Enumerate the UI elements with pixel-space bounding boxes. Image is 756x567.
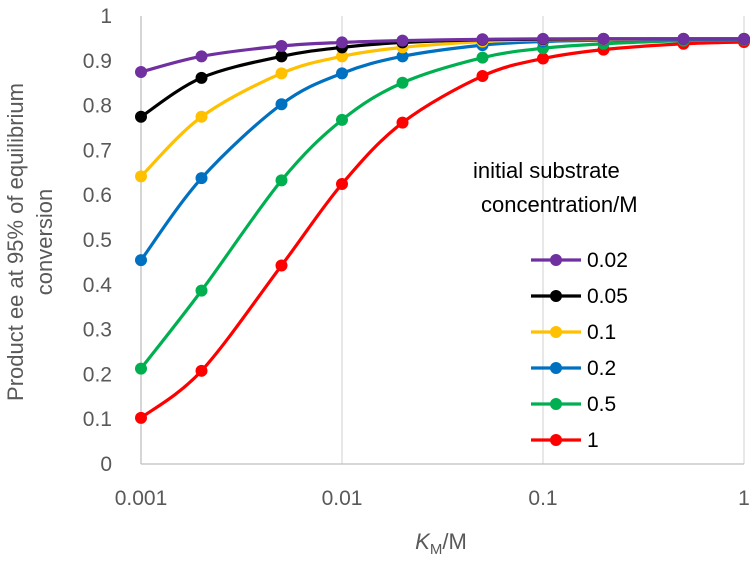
y-tick-label: 0 (100, 453, 112, 476)
series-line-0.2 (139, 37, 745, 262)
data-point (396, 116, 409, 129)
data-point (476, 51, 489, 64)
x-axis-title: KM/M (415, 529, 467, 558)
y-tick-label: 0.1 (83, 408, 112, 431)
data-point (135, 110, 147, 123)
legend-label: 0.05 (587, 285, 628, 308)
data-point (195, 71, 208, 84)
x-axis-title-subscript: M (430, 541, 443, 558)
legend-title-line-1: initial substrate (473, 158, 620, 183)
data-point (336, 50, 348, 63)
data-point (597, 32, 610, 45)
legend-label: 0.1 (587, 321, 616, 344)
data-point (336, 36, 348, 49)
series-1 (135, 35, 750, 424)
legend-label: 0.2 (587, 357, 616, 380)
legend-item-0.2: 0.2 (531, 357, 616, 380)
data-point (135, 411, 147, 424)
y-tick-label: 0.6 (83, 184, 112, 207)
series-line-0.02 (140, 37, 744, 74)
series-0.5 (135, 33, 750, 375)
y-tick-label: 0.7 (83, 139, 112, 162)
data-point (476, 33, 489, 46)
series-0.02 (135, 32, 750, 78)
data-point (275, 98, 288, 111)
data-point (195, 172, 208, 185)
data-series (135, 32, 750, 424)
gridlines (341, 16, 745, 464)
data-point (135, 66, 147, 78)
series-line-0.5 (139, 38, 745, 370)
data-point (476, 70, 489, 83)
legend-title-line-2: concentration/M (481, 192, 638, 217)
data-point (275, 259, 288, 272)
axes (140, 16, 744, 465)
y-tick-label: 1 (100, 5, 112, 28)
x-tick-label: 0.01 (322, 487, 363, 510)
legend-swatch-marker (550, 398, 562, 410)
legend: initial substrate concentration/M 0.020.… (473, 158, 638, 452)
data-point (135, 254, 147, 267)
legend-label: 0.5 (587, 393, 616, 416)
x-axis-title-unit: /M (442, 529, 466, 554)
data-point (537, 52, 549, 65)
y-axis-title-line-1: Product ee at 95% of equilibrium (3, 83, 28, 401)
y-tick-label: 0.2 (83, 363, 112, 386)
data-point (195, 50, 208, 63)
data-point (135, 362, 147, 375)
data-point (275, 67, 288, 80)
data-point (275, 40, 288, 53)
series-line-0.1 (139, 37, 745, 178)
legend-item-0.02: 0.02 (531, 249, 628, 272)
data-point (336, 113, 348, 126)
data-point (195, 284, 208, 297)
y-tick-label: 0.3 (83, 319, 112, 342)
y-tick-label: 0.8 (83, 95, 112, 118)
y-tick-label: 0.5 (83, 229, 112, 252)
legend-swatch-marker (550, 290, 562, 302)
legend-item-0.5: 0.5 (531, 393, 616, 416)
data-point (275, 50, 288, 63)
legend-swatch-marker (550, 254, 562, 266)
legend-item-0.05: 0.05 (531, 285, 628, 308)
data-point (275, 174, 288, 187)
y-tick-label: 0.9 (83, 50, 112, 73)
y-tick-labels: 0 0.1 0.2 0.3 0.4 0.5 0.6 0.7 0.8 0.9 1 (83, 5, 113, 476)
legend-swatch-marker (550, 326, 562, 338)
legend-label: 1 (587, 429, 599, 452)
data-point (396, 34, 409, 47)
data-point (195, 364, 208, 377)
data-point (135, 170, 147, 183)
data-point (537, 32, 549, 45)
legend-swatch-marker (550, 362, 562, 374)
legend-item-1: 1 (531, 429, 599, 452)
data-point (677, 32, 690, 45)
x-tick-label: 0.1 (528, 487, 557, 510)
data-point (336, 178, 348, 190)
data-point (336, 67, 348, 80)
legend-item-0.1: 0.1 (531, 321, 616, 344)
x-tick-label: 1 (738, 487, 750, 510)
series-0.1 (135, 32, 750, 183)
y-axis-title-line-2: conversion (32, 189, 57, 295)
y-tick-label: 0.4 (83, 274, 113, 297)
x-tick-labels: 0.001 0.01 0.1 1 (115, 487, 750, 510)
x-axis-title-symbol: K (415, 529, 431, 554)
legend-label: 0.02 (587, 249, 628, 272)
data-point (396, 76, 409, 89)
data-point (195, 110, 208, 123)
data-point (738, 32, 750, 45)
legend-swatch-marker (550, 434, 562, 446)
data-point (396, 50, 409, 63)
legend-items: 0.02 0.05 0.1 0.2 0.5 1 (531, 249, 628, 452)
x-tick-label: 0.001 (115, 487, 168, 510)
